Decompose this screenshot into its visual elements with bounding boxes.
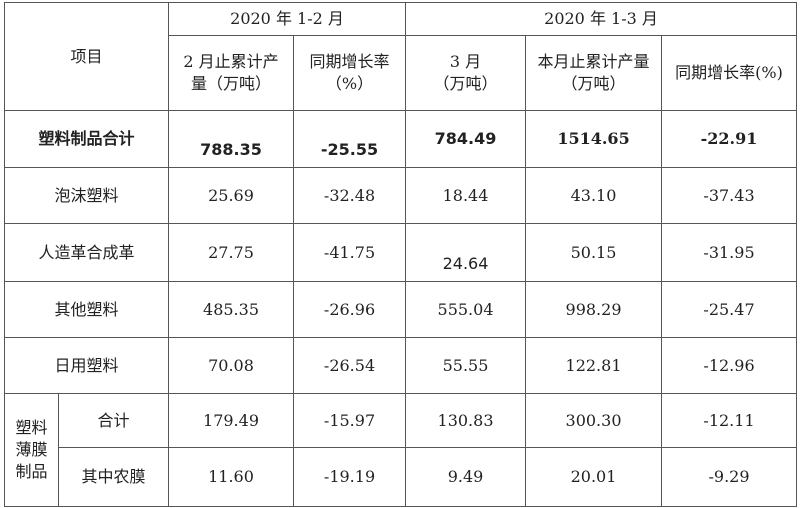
period-2-header: 2020 年 1-3 月 [405, 2, 798, 36]
row-label: 塑料制品合计 [3, 110, 170, 168]
table-row: 塑料 薄膜 制品 合计 179.49 -15.97 130.83 300.30 … [4, 393, 798, 507]
period-1-header: 2020 年 1-2 月 [168, 2, 407, 36]
cell-value: 43.10 [525, 167, 663, 224]
col-growth-2-header: 同期增长率(%) [661, 35, 798, 111]
row-label: 泡沫塑料 [3, 167, 170, 224]
cell-value: 300.30 [525, 393, 663, 448]
col-growth-1-line2: （%） [325, 74, 374, 93]
col-cumulative-feb-line1: 2 月止累计产 [183, 52, 279, 71]
col-growth-1-line1: 同期增长率 [309, 52, 390, 71]
col-march-line2: （万吨） [433, 74, 498, 93]
film-group-label-line1: 塑料 [15, 418, 48, 437]
row-label: 人造革合成革 [3, 223, 170, 282]
col-march-header: 3 月 （万吨） [405, 35, 527, 111]
cell-value: -12.96 [661, 337, 798, 394]
col-cumulative-mar-line2: （万吨） [561, 74, 626, 93]
cell-value: -37.43 [661, 167, 798, 224]
cell-value: -25.47 [661, 281, 798, 338]
col-cumulative-mar-line1: 本月止累计产量 [537, 52, 650, 71]
cell-value: 788.35 [168, 110, 295, 168]
col-cumulative-feb-header: 2 月止累计产 量（万吨） [168, 35, 295, 111]
header-row-bottom: 2 月止累计产 量（万吨） 同期增长率 （%） 3 月 （万吨） 本月止累计产量… [5, 35, 798, 111]
cell-value: 70.08 [168, 337, 295, 394]
cell-value: 179.49 [168, 393, 295, 448]
table-row: 日用塑料 70.08 -26.54 55.55 122.81 -12.96 [3, 337, 798, 394]
cell-value: -9.29 [661, 447, 798, 507]
cell-value: 784.49 [405, 110, 527, 168]
cell-value: -22.91 [661, 110, 798, 168]
cell-value: 18.44 [405, 167, 527, 224]
cell-value: 555.04 [405, 281, 527, 338]
cell-value: -26.54 [293, 337, 407, 394]
cell-value: -26.96 [293, 281, 407, 338]
cell-value: 9.49 [405, 447, 527, 507]
row-label: 其他塑料 [3, 281, 170, 338]
table-row: 其他塑料 485.35 -26.96 555.04 998.29 -25.47 [3, 281, 798, 338]
cell-value: 130.83 [405, 393, 527, 448]
row-label: 其中农膜 [57, 447, 170, 507]
cell-value: 27.75 [168, 223, 295, 282]
cell-value: -12.11 [661, 393, 798, 448]
cell-value: 55.55 [405, 337, 527, 394]
cell-value: -25.55 [293, 110, 407, 168]
row-label: 合计 [57, 393, 170, 448]
cell-value: 1514.65 [525, 110, 663, 168]
col-cumulative-mar-header: 本月止累计产量 （万吨） [525, 35, 663, 111]
cell-value: 485.35 [168, 281, 295, 338]
cell-value: -31.95 [661, 223, 798, 282]
film-group-label: 塑料 薄膜 制品 [4, 393, 59, 507]
cell-value: -19.19 [293, 447, 407, 507]
col-growth-1-header: 同期增长率 （%） [293, 35, 407, 111]
cell-value: 24.64 [405, 223, 527, 282]
cell-value: -15.97 [293, 393, 407, 448]
production-table: 项目 2020 年 1-2 月 2020 年 1-3 月 2 月止累计产 量（万… [3, 2, 798, 507]
cell-value: 122.81 [525, 337, 663, 394]
header-row-top: 项目 2020 年 1-2 月 2020 年 1-3 月 [3, 2, 798, 111]
cell-value: 998.29 [525, 281, 663, 338]
cell-value: -32.48 [293, 167, 407, 224]
cell-value: 20.01 [525, 447, 663, 507]
item-header: 项目 [3, 2, 170, 111]
table-row: 塑料制品合计 788.35 -25.55 784.49 1514.65 -22.… [3, 110, 798, 168]
col-cumulative-feb-line2: 量（万吨） [191, 74, 272, 93]
film-group-label-line2: 薄膜 [15, 440, 48, 459]
cell-value: 50.15 [525, 223, 663, 282]
table-row: 人造革合成革 27.75 -41.75 24.64 50.15 -31.95 [3, 223, 798, 282]
cell-value: 25.69 [168, 167, 295, 224]
table-row: 泡沫塑料 25.69 -32.48 18.44 43.10 -37.43 [3, 167, 798, 224]
col-march-line1: 3 月 [449, 52, 482, 71]
cell-value: -41.75 [293, 223, 407, 282]
row-label: 日用塑料 [3, 337, 170, 394]
table-row: 其中农膜 11.60 -19.19 9.49 20.01 -9.29 [5, 447, 798, 507]
cell-value: 11.60 [168, 447, 295, 507]
film-group-label-line3: 制品 [15, 462, 48, 481]
